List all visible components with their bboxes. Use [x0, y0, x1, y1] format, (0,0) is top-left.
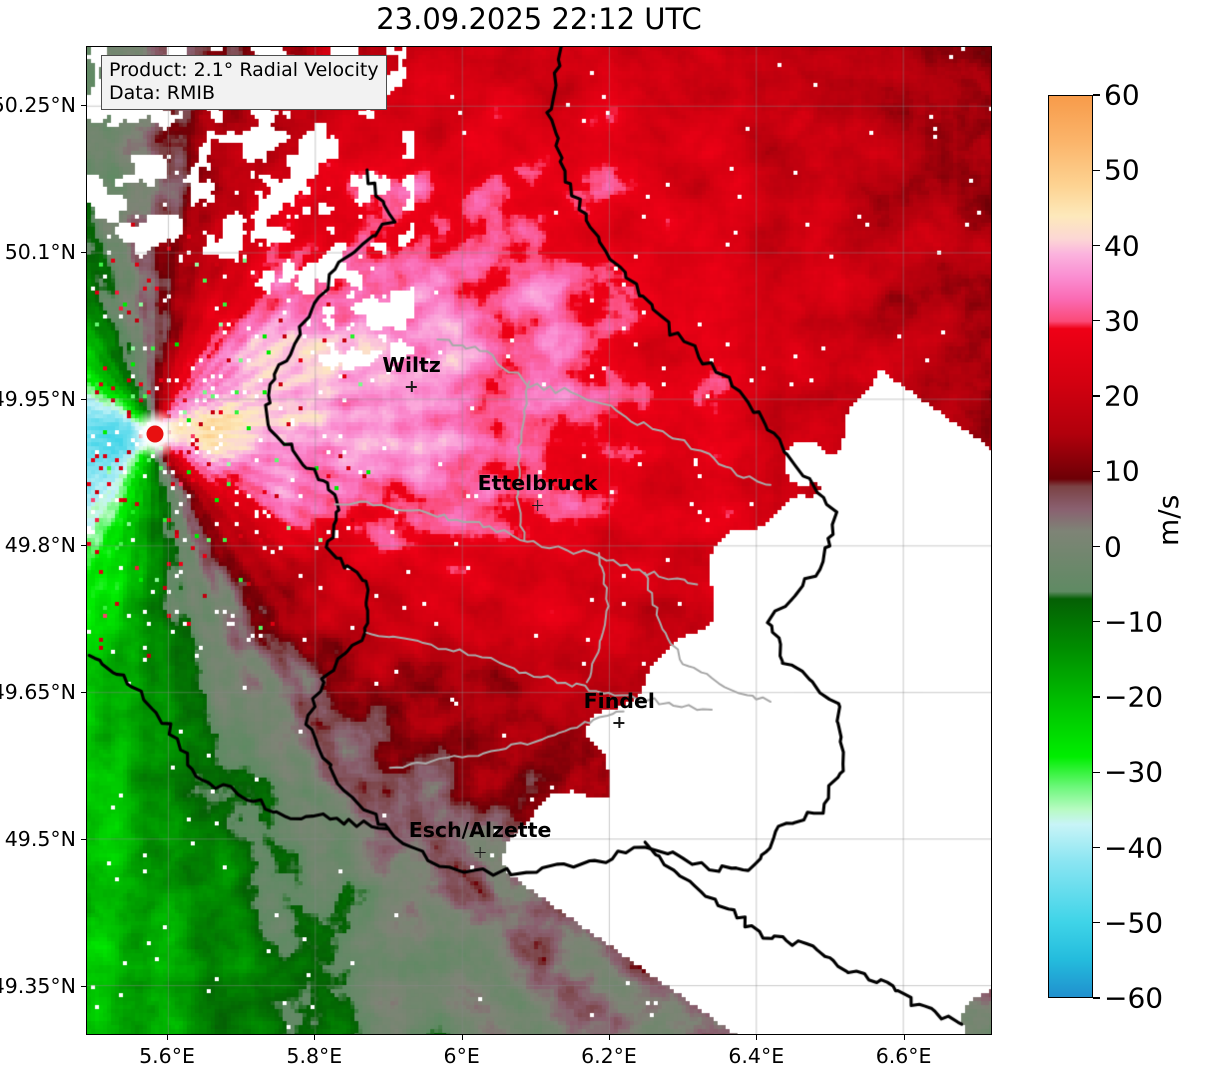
y-axis-tick-label: 50.25°N [0, 92, 76, 117]
colorbar-tick-mark [1093, 771, 1100, 773]
x-axis-tick-mark [314, 1035, 316, 1040]
colorbar-tick-mark [1093, 395, 1100, 397]
x-axis-tick-label: 6.6°E [875, 1044, 932, 1068]
radar-velocity-field [87, 47, 991, 1034]
x-axis-tick-mark [608, 1035, 610, 1040]
colorbar-tick-mark [1093, 696, 1100, 698]
colorbar-unit-label: m/s [1152, 494, 1185, 546]
y-axis-tick-mark [81, 545, 86, 547]
x-axis-tick-mark [167, 1035, 169, 1040]
x-axis-tick-mark [903, 1035, 905, 1040]
y-axis-tick-mark [81, 104, 86, 106]
colorbar-tick-mark [1093, 997, 1100, 999]
colorbar-tick-label: 20 [1104, 379, 1140, 413]
colorbar-tick-mark [1093, 169, 1100, 171]
colorbar-tick-label: −20 [1104, 680, 1164, 714]
info-data-line: Data: RMIB [109, 82, 216, 105]
x-axis-tick-label: 5.6°E [139, 1044, 195, 1068]
colorbar-tick-label: −30 [1104, 755, 1164, 789]
colorbar-tick-label: 50 [1104, 153, 1140, 187]
y-axis-tick-mark [81, 251, 86, 253]
colorbar-tick-mark [1093, 621, 1100, 623]
colorbar-tick-label: 40 [1104, 229, 1140, 262]
colorbar[interactable] [1048, 95, 1093, 998]
colorbar-tick-label: 30 [1104, 304, 1140, 338]
y-axis-tick-mark [81, 398, 86, 400]
x-axis-tick-label: 6.2°E [581, 1044, 637, 1068]
colorbar-tick-mark [1093, 244, 1100, 247]
colorbar-tick-mark [1093, 320, 1100, 322]
colorbar-tick-mark [1093, 94, 1100, 96]
colorbar-tick-mark [1093, 846, 1100, 849]
y-axis-tick-label: 49.8°N [4, 533, 76, 558]
colorbar-tick-label: −60 [1104, 981, 1164, 1015]
colorbar-tick-label: 0 [1104, 530, 1122, 563]
colorbar-tick-label: −10 [1104, 605, 1164, 639]
y-axis-tick-mark [81, 986, 86, 988]
radar-site-marker-icon [146, 425, 163, 443]
y-axis-tick-label: 50.1°N [4, 239, 76, 264]
x-axis-tick-mark [461, 1035, 463, 1040]
page-title: 23.09.2025 22:12 UTC [376, 2, 702, 36]
colorbar-tick-label: 60 [1104, 78, 1140, 112]
y-axis-tick-label: 49.95°N [0, 386, 76, 411]
x-axis-tick-mark [756, 1035, 758, 1040]
y-axis-tick-label: 49.5°N [4, 827, 76, 852]
colorbar-tick-mark [1093, 470, 1100, 472]
info-product-line: Product: 2.1° Radial Velocity [109, 59, 379, 81]
colorbar-tick-label: 10 [1104, 454, 1140, 488]
product-info-box: Product: 2.1° Radial Velocity Data: RMIB [101, 55, 387, 111]
x-axis-tick-label: 6.4°E [728, 1044, 785, 1068]
y-axis-tick-mark [81, 839, 86, 841]
y-axis-tick-mark [81, 692, 86, 694]
y-axis-tick-label: 49.65°N [0, 680, 76, 705]
colorbar-tick-label: −50 [1104, 906, 1164, 940]
colorbar-gradient [1048, 95, 1093, 998]
colorbar-tick-mark [1093, 545, 1100, 548]
x-axis-tick-label: 6°E [443, 1044, 480, 1068]
radar-map-plot[interactable]: Product: 2.1° Radial Velocity Data: RMIB [86, 46, 992, 1035]
colorbar-tick-label: −40 [1104, 831, 1164, 864]
colorbar-tick-mark [1093, 922, 1100, 924]
y-axis-tick-label: 49.35°N [0, 974, 76, 999]
x-axis-tick-label: 5.8°E [286, 1044, 343, 1068]
